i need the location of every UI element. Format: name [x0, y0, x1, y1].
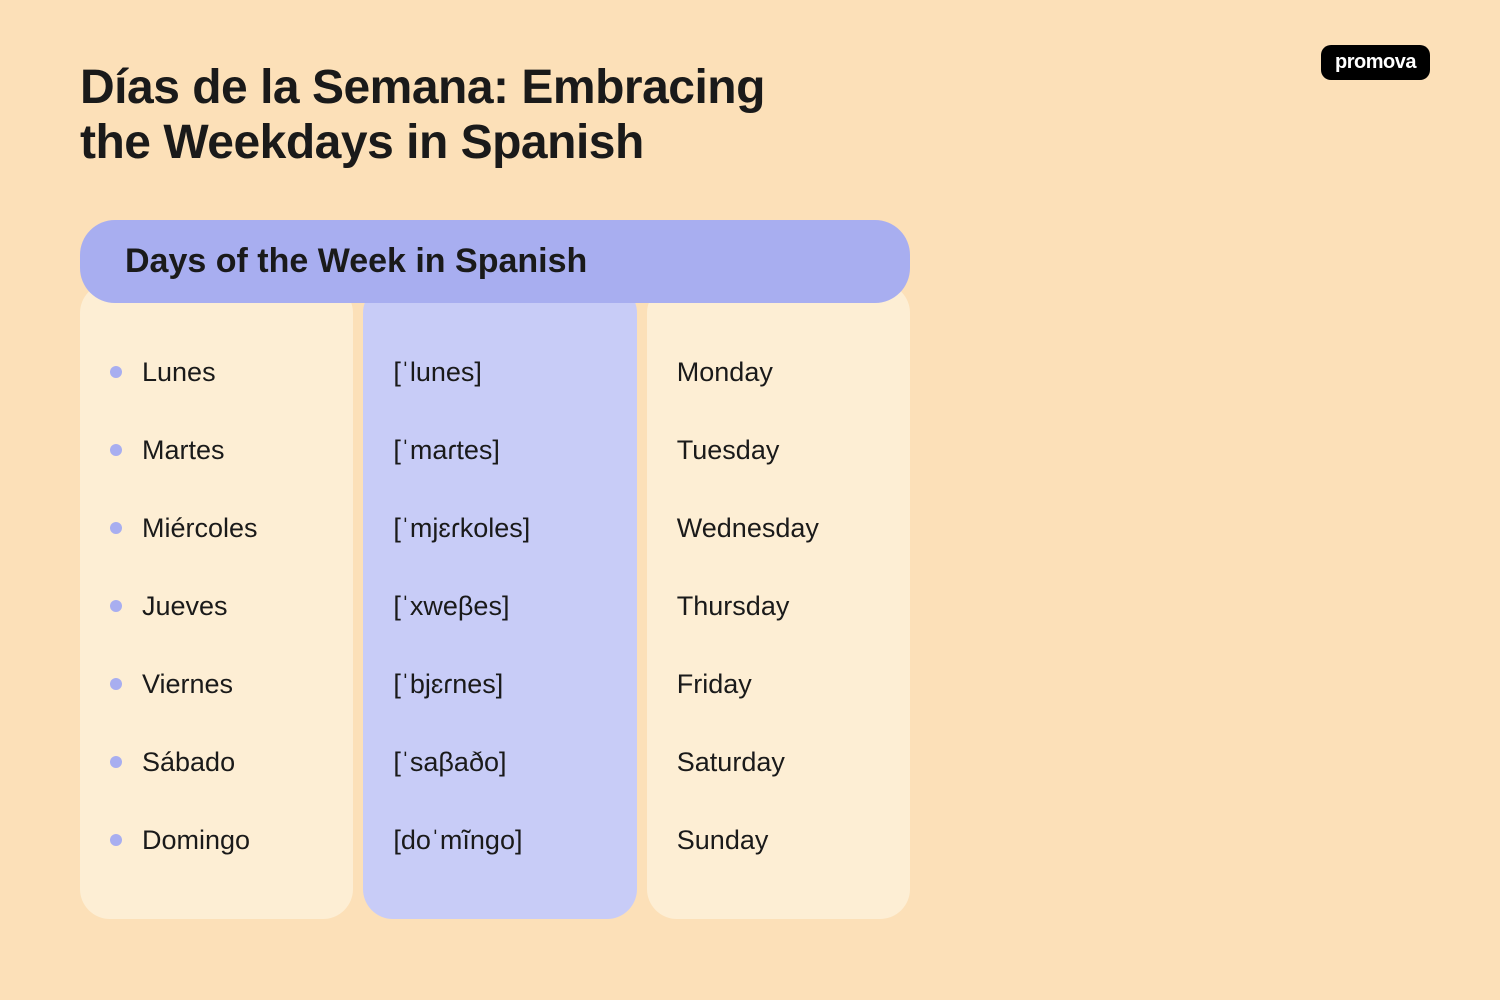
- english-day: Tuesday: [677, 435, 780, 466]
- table-row: Thursday: [677, 567, 880, 645]
- phonetic-text: [ˈsaβaðo]: [393, 747, 506, 778]
- english-day: Wednesday: [677, 513, 819, 544]
- table-row: Friday: [677, 645, 880, 723]
- table-row: [doˈmĩngo]: [393, 801, 606, 879]
- spanish-day: Viernes: [142, 669, 233, 700]
- phonetic-text: [ˈbjɛɾnes]: [393, 669, 503, 700]
- english-day: Saturday: [677, 747, 785, 778]
- bullet-icon: [110, 366, 122, 378]
- table-row: Martes: [110, 411, 323, 489]
- table-row: Domingo: [110, 801, 323, 879]
- days-table: Lunes Martes Miércoles Jueves Viernes Sá…: [80, 283, 910, 919]
- phonetic-column: [ˈlunes] [ˈmaɾtes] [ˈmjɛɾkoles] [ˈxweβes…: [363, 283, 636, 919]
- spanish-day: Lunes: [142, 357, 216, 388]
- table-row: [ˈlunes]: [393, 333, 606, 411]
- table-row: [ˈmaɾtes]: [393, 411, 606, 489]
- spanish-day: Martes: [142, 435, 225, 466]
- table-row: Lunes: [110, 333, 323, 411]
- bullet-icon: [110, 678, 122, 690]
- table-row: [ˈbjɛɾnes]: [393, 645, 606, 723]
- bullet-icon: [110, 444, 122, 456]
- table-row: Sunday: [677, 801, 880, 879]
- table-row: Sábado: [110, 723, 323, 801]
- spanish-day: Jueves: [142, 591, 228, 622]
- english-day: Monday: [677, 357, 773, 388]
- phonetic-text: [doˈmĩngo]: [393, 825, 522, 856]
- bullet-icon: [110, 600, 122, 612]
- phonetic-text: [ˈlunes]: [393, 357, 482, 388]
- table-row: Miércoles: [110, 489, 323, 567]
- english-day: Friday: [677, 669, 752, 700]
- table-row: [ˈxweβes]: [393, 567, 606, 645]
- table-row: Tuesday: [677, 411, 880, 489]
- bullet-icon: [110, 522, 122, 534]
- section-header: Days of the Week in Spanish: [80, 220, 910, 303]
- page-title: Días de la Semana: Embracing the Weekday…: [80, 60, 830, 170]
- table-row: Wednesday: [677, 489, 880, 567]
- table-row: Saturday: [677, 723, 880, 801]
- section-header-text: Days of the Week in Spanish: [125, 242, 587, 280]
- brand-logo: promova: [1321, 45, 1430, 80]
- table-row: Viernes: [110, 645, 323, 723]
- spanish-day: Domingo: [142, 825, 250, 856]
- english-day: Thursday: [677, 591, 790, 622]
- table-row: [ˈmjɛɾkoles]: [393, 489, 606, 567]
- phonetic-text: [ˈxweβes]: [393, 591, 509, 622]
- spanish-column: Lunes Martes Miércoles Jueves Viernes Sá…: [80, 283, 353, 919]
- bullet-icon: [110, 756, 122, 768]
- phonetic-text: [ˈmjɛɾkoles]: [393, 513, 530, 544]
- english-day: Sunday: [677, 825, 769, 856]
- spanish-day: Sábado: [142, 747, 235, 778]
- table-row: [ˈsaβaðo]: [393, 723, 606, 801]
- english-column: Monday Tuesday Wednesday Thursday Friday…: [647, 283, 910, 919]
- table-row: Monday: [677, 333, 880, 411]
- spanish-day: Miércoles: [142, 513, 258, 544]
- table-row: Jueves: [110, 567, 323, 645]
- bullet-icon: [110, 834, 122, 846]
- phonetic-text: [ˈmaɾtes]: [393, 435, 500, 466]
